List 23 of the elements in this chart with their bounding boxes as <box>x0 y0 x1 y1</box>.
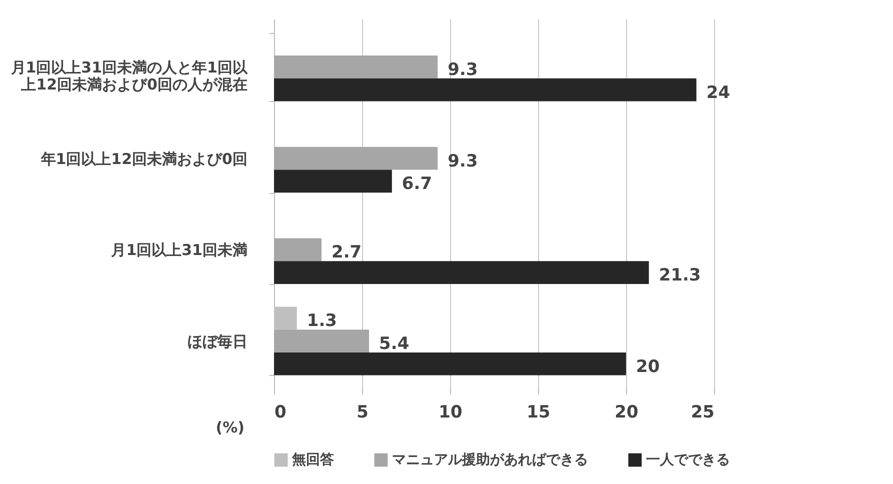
y-tick-label: 年1回以上12回未満および0回 <box>40 150 248 168</box>
data-label: 1.3 <box>306 311 338 332</box>
data-label: 9.3 <box>448 151 478 172</box>
data-label: 2.7 <box>332 242 362 263</box>
x-tick-label: 20 <box>614 402 638 422</box>
legend-label: 無回答 <box>291 452 334 468</box>
data-label: 6.7 <box>402 174 432 194</box>
data-label: 24 <box>706 82 730 103</box>
y-tick-label: 月1回以上31回未満の人と年1回以上12回未満および0回の人が混在 <box>10 58 248 94</box>
x-tick-label: 15 <box>526 402 550 422</box>
x-tick-label: 10 <box>438 402 462 422</box>
x-axis-title: (%) <box>216 418 244 436</box>
y-tick-label: 月1回以上31回未満 <box>110 241 248 260</box>
x-tick-label: 0 <box>274 402 286 422</box>
x-tick-label: 5 <box>356 402 368 422</box>
data-label: 21.3 <box>658 266 701 286</box>
x-tick-label: 25 <box>690 402 714 422</box>
data-label: 9.3 <box>448 60 478 80</box>
data-label: 20 <box>636 356 660 377</box>
legend-label: マニュアル援助があればできる <box>392 452 588 468</box>
legend-label: 一人でできる <box>646 452 730 468</box>
data-label: 5.4 <box>379 334 410 354</box>
y-tick-label: ほぼ毎日 <box>188 332 248 351</box>
